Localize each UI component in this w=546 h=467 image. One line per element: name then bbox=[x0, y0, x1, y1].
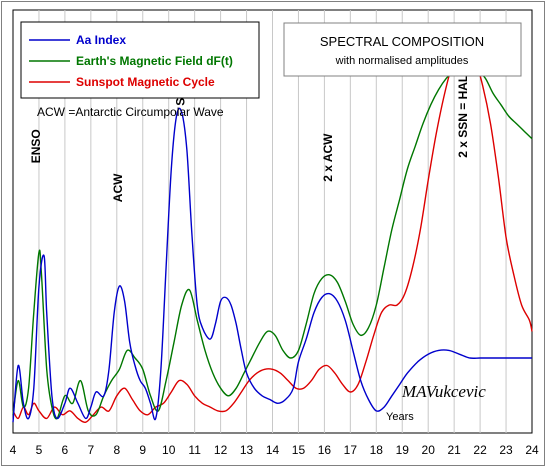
x-tick-label: 12 bbox=[214, 443, 228, 457]
x-tick-label: 7 bbox=[88, 443, 95, 457]
x-tick-label: 22 bbox=[473, 443, 487, 457]
title-box: SPECTRAL COMPOSITION with normalised amp… bbox=[283, 22, 522, 77]
annotation-label: 2 x SSN = HALE bbox=[456, 67, 470, 158]
x-tick-label: 9 bbox=[139, 443, 146, 457]
series-line-aa-index bbox=[12, 107, 532, 423]
legend-label-aa: Aa Index bbox=[76, 33, 126, 47]
series-line-magnetic-field bbox=[12, 65, 533, 420]
x-tick-label: 6 bbox=[62, 443, 69, 457]
legend: Aa Index Earth's Magnetic Field dF(t) Su… bbox=[20, 21, 260, 99]
x-tick-label: 17 bbox=[344, 443, 358, 457]
x-tick-label: 4 bbox=[10, 443, 17, 457]
annotation-label: 2 x ACW bbox=[321, 133, 335, 182]
x-tick-label: 23 bbox=[499, 443, 513, 457]
x-tick-label: 14 bbox=[266, 443, 280, 457]
legend-box bbox=[20, 21, 260, 99]
x-tick-label: 8 bbox=[113, 443, 120, 457]
series-layer bbox=[12, 45, 533, 424]
x-tick-label: 11 bbox=[188, 443, 201, 457]
legend-label-mag: Earth's Magnetic Field dF(t) bbox=[76, 54, 233, 68]
x-tick-label: 16 bbox=[318, 443, 332, 457]
x-tick-label: 24 bbox=[525, 443, 539, 457]
x-tick-label: 15 bbox=[292, 443, 306, 457]
title-frame bbox=[283, 22, 522, 77]
annotation-label: ACW bbox=[111, 173, 125, 202]
annotation-label: ENSO bbox=[29, 129, 43, 163]
signature: MAVukcevic bbox=[401, 382, 486, 401]
x-tick-label: 20 bbox=[422, 443, 436, 457]
series-line-sunspot-cycle bbox=[12, 45, 533, 424]
acw-note: ACW =Antarctic Circumpolar Wave bbox=[37, 105, 224, 119]
chart-title: SPECTRAL COMPOSITION bbox=[320, 34, 484, 49]
x-tick-label: 21 bbox=[447, 443, 461, 457]
legend-label-sun: Sunspot Magnetic Cycle bbox=[76, 75, 215, 89]
x-tick-label: 10 bbox=[162, 443, 176, 457]
x-tick-labels: 4 5 6 7 8 9 10 11 12 13 14 15 16 17 18 19 20 21 22 23 24 bbox=[10, 443, 539, 457]
x-tick-label: 13 bbox=[240, 443, 254, 457]
x-tick-label: 18 bbox=[370, 443, 384, 457]
x-tick-label: 5 bbox=[36, 443, 43, 457]
chart-subtitle: with normalised amplitudes bbox=[335, 55, 469, 67]
x-axis-label: Years bbox=[386, 411, 414, 423]
x-tick-label: 19 bbox=[396, 443, 410, 457]
